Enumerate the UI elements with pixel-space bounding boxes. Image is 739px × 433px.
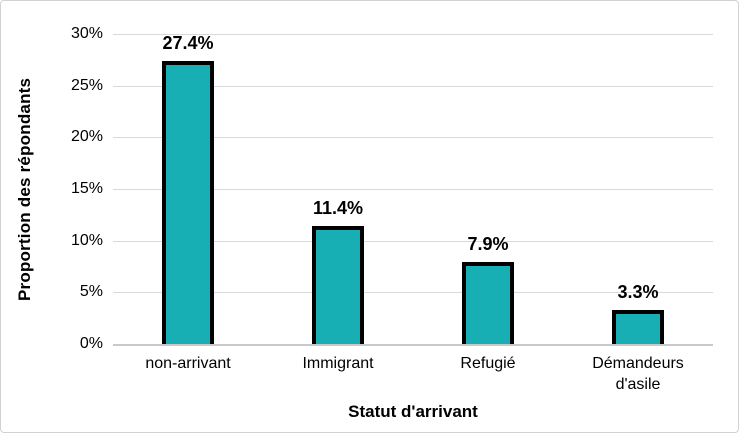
- y-tick-label: 0%: [79, 335, 103, 352]
- y-tick-label: 10%: [70, 231, 103, 249]
- gridline: [113, 34, 713, 35]
- y-tick-label: 30%: [70, 25, 103, 42]
- x-axis-title: Statut d'arrivant: [348, 402, 478, 421]
- bar-anchor: 7.9%: [462, 34, 514, 344]
- gridline: [113, 137, 713, 139]
- y-axis-title: Proportion des répondants: [15, 77, 34, 301]
- x-category-text: non-arrivant: [145, 355, 231, 372]
- bar-group-non-arrivant: 27.4%: [113, 32, 263, 344]
- y-tick-label: 25%: [70, 76, 103, 94]
- bar-non-arrivant: [162, 60, 214, 344]
- y-axis-tick-labels: 30% 25% 20% 15% 10% 5% 0%: [43, 25, 103, 352]
- x-category-text: Refugié: [460, 355, 516, 372]
- bar-group-refugie: 7.9%: [413, 34, 563, 344]
- x-category-label: Immigrant: [263, 354, 413, 396]
- y-tick-label: 5%: [79, 283, 103, 301]
- bar-anchor: 3.3%: [612, 34, 664, 344]
- x-category-text: Immigrant: [302, 355, 374, 372]
- gridline: [113, 189, 713, 190]
- x-category-label: non-arrivant: [113, 354, 263, 396]
- data-label: 7.9%: [467, 234, 509, 255]
- data-label: 11.4%: [312, 198, 364, 219]
- y-tick-label: 20%: [70, 128, 103, 146]
- bar-refugie: [462, 262, 514, 344]
- x-category-label: Refugié: [413, 354, 563, 396]
- bar-group-immigrant: 11.4%: [263, 34, 413, 344]
- data-label: 27.4%: [162, 32, 214, 53]
- x-axis-category-labels: non-arrivant Immigrant Refugié Démandeur…: [113, 354, 713, 396]
- data-label: 3.3%: [617, 281, 659, 302]
- plot-area: 27.4% 11.4% 7.9% 3.3%: [113, 32, 713, 346]
- x-category-label: Démandeurs d'asile: [563, 354, 713, 396]
- gridline: [113, 85, 713, 87]
- bar-demandeurs-asile: [612, 309, 664, 344]
- bar-anchor: 11.4%: [312, 34, 364, 344]
- bar-immigrant: [312, 226, 364, 344]
- gridline: [113, 240, 713, 242]
- gridline: [113, 292, 713, 294]
- bar-anchor: 27.4%: [162, 32, 214, 344]
- bar-group-demandeurs-asile: 3.3%: [563, 34, 713, 344]
- bar-series: 27.4% 11.4% 7.9% 3.3%: [113, 32, 713, 344]
- x-category-text: Démandeurs d'asile: [592, 355, 684, 393]
- y-tick-label: 15%: [70, 180, 103, 197]
